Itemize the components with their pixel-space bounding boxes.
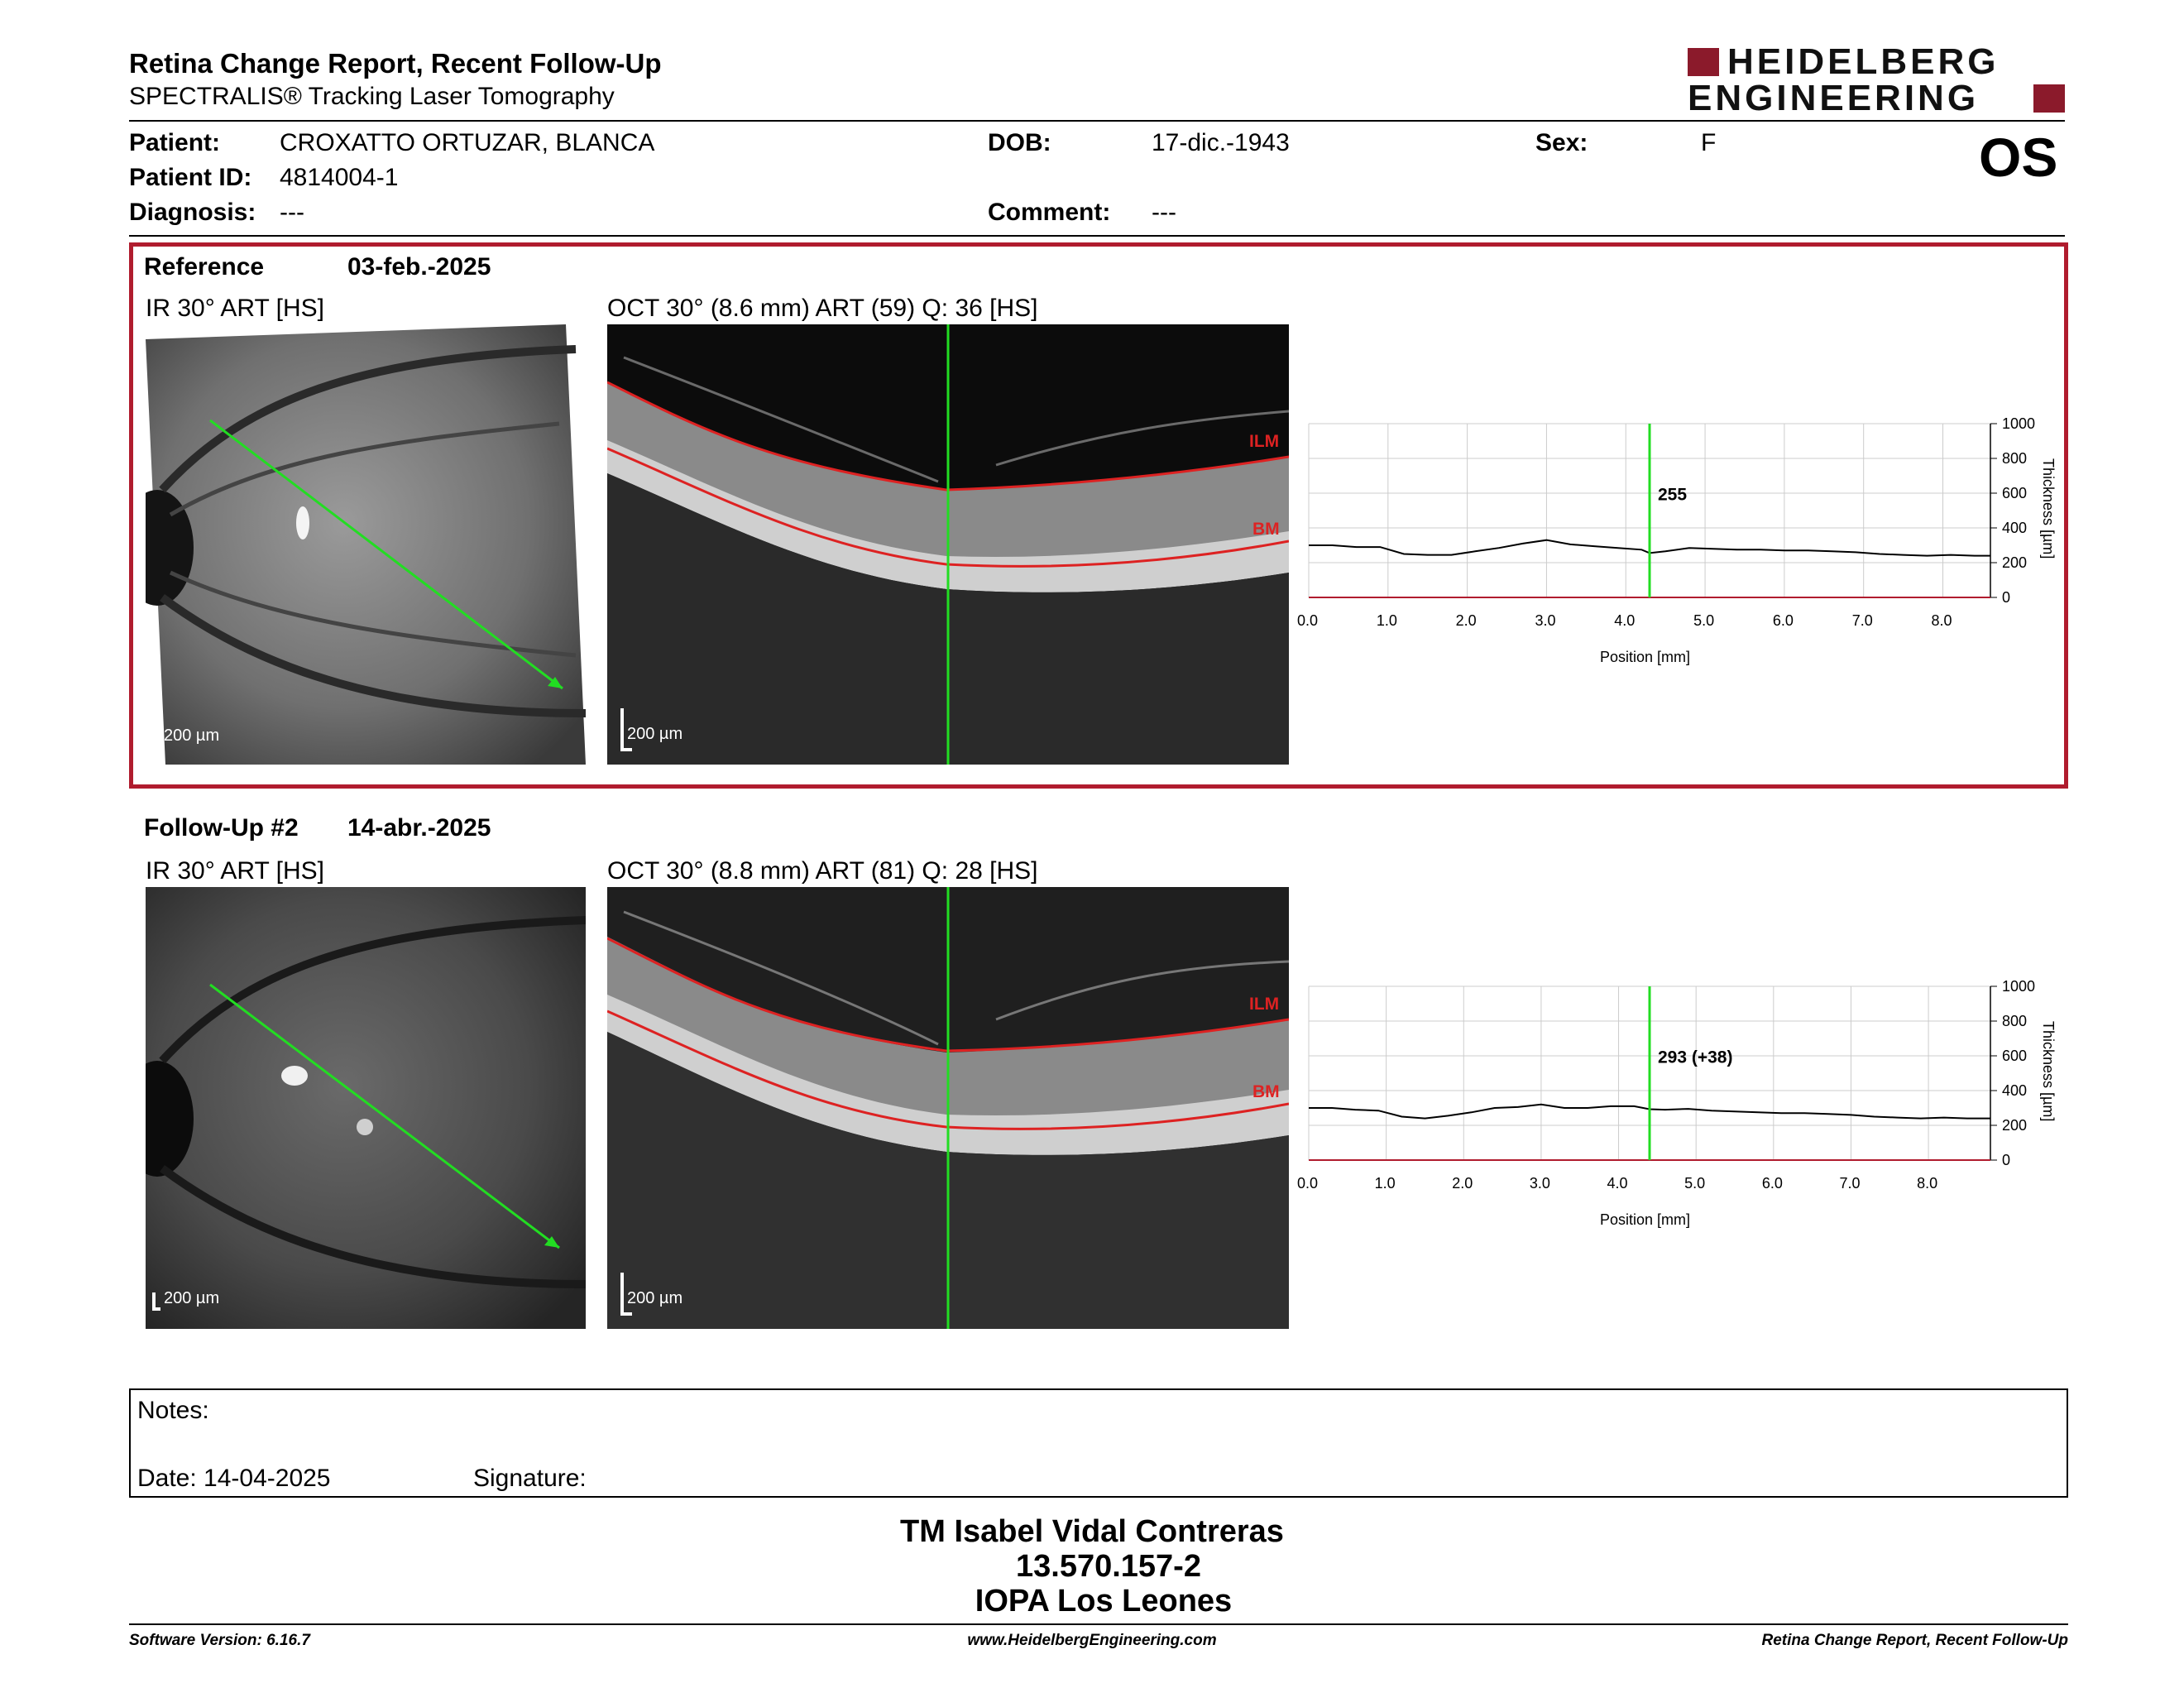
x-axis-label: Position [mm] [1600,1211,1690,1228]
y-tick-label: 800 [2002,450,2027,467]
followup-thickness-chart: 0.0 1.0 2.0 3.0 4.0 5.0 6.0 7.0 8.0 0 200 400 600 800… [1291,968,2085,1241]
x-tick-label: 1.0 [1375,1175,1396,1192]
followup-oct-scale: 200 µm [627,1289,683,1307]
x-tick-label: 8.0 [1932,612,1952,629]
report-subtitle: SPECTRALIS® Tracking Laser Tomography [129,83,615,110]
diagnosis-label: Diagnosis: [129,199,256,226]
logo-line1: HEIDELBERG [1727,41,2000,82]
followup-ir-scale: 200 µm [164,1289,220,1307]
notes-box[interactable]: Notes: Date: 14-04-2025 Signature: [129,1388,2068,1498]
x-tick-label: 3.0 [1535,612,1555,629]
reference-thickness-chart: 0.0 1.0 2.0 3.0 4.0 5.0 6.0 7.0 8.0 0 200 400 600 800… [1291,405,2085,679]
reference-date: 03-feb.-2025 [347,253,491,281]
reference-bm-label: BM [1252,520,1280,539]
sex-label: Sex: [1535,129,1588,156]
signer-place: IOPA Los Leones [975,1584,1233,1618]
x-axis-label: Position [mm] [1600,649,1690,665]
followup-date: 14-abr.-2025 [347,814,491,842]
y-tick-label: 1000 [2002,415,2035,432]
dob-value: 17-dic.-1943 [1152,129,1290,156]
x-tick-label: 4.0 [1614,612,1635,629]
x-tick-label: 6.0 [1762,1175,1783,1192]
footer-divider [129,1623,2068,1625]
header-divider [129,120,2065,122]
x-tick-label: 7.0 [1839,1175,1860,1192]
x-tick-label: 2.0 [1452,1175,1473,1192]
eye-label: OS [1979,127,2058,188]
followup-oct-image: ILM BM 200 µm [607,887,1289,1329]
x-tick-label: 5.0 [1684,1175,1705,1192]
reference-label: Reference [144,253,265,281]
x-tick-label: 8.0 [1917,1175,1937,1192]
reference-oct-image: ILM BM 200 µm [607,324,1289,765]
reference-oct-scale: 200 µm [627,725,683,743]
patient-label: Patient: [129,129,221,156]
comment-label: Comment: [988,199,1111,226]
notes-signature-label: Signature: [473,1465,587,1492]
patient-id: 4814004-1 [280,164,399,191]
followup-oct-title: OCT 30° (8.8 mm) ART (81) Q: 28 [HS] [607,857,1038,885]
followup-ir-image: 200 µm [146,887,586,1329]
footer-website[interactable]: www.HeidelbergEngineering.com [967,1632,1217,1649]
y-tick-label: 600 [2002,485,2027,501]
comment-value: --- [1152,199,1176,226]
y-tick-label: 400 [2002,1082,2027,1099]
y-tick-label: 200 [2002,554,2027,571]
x-tick-label: 2.0 [1456,612,1477,629]
footer-software-version: Software Version: 6.16.7 [129,1632,310,1649]
signer-name: TM Isabel Vidal Contreras [900,1514,1284,1549]
y-tick-label: 200 [2002,1117,2027,1134]
logo-line2: ENGINEERING [1688,78,1980,118]
footer-report-name: Retina Change Report, Recent Follow-Up [1761,1632,2068,1649]
reference-ir-image: 200 µm [146,324,586,765]
y-axis-label: Thickness [µm] [2040,458,2057,559]
y-axis-label: Thickness [µm] [2040,1021,2057,1121]
cursor-value-label: 293 (+38) [1658,1048,1732,1067]
cursor-value-label: 255 [1658,485,1687,504]
x-tick-label: 1.0 [1377,612,1397,629]
x-tick-label: 3.0 [1530,1175,1550,1192]
y-tick-label: 400 [2002,520,2027,536]
reference-oct-title: OCT 30° (8.6 mm) ART (59) Q: 36 [HS] [607,295,1038,322]
followup-ir-title: IR 30° ART [HS] [146,857,324,885]
sex-value: F [1701,129,1717,156]
heidelberg-logo: HEIDELBERG ENGINEERING [1688,41,2068,118]
y-tick-label: 600 [2002,1048,2027,1064]
x-tick-label: 6.0 [1773,612,1794,629]
notes-label: Notes: [137,1397,209,1424]
y-tick-label: 1000 [2002,978,2035,995]
report-title: Retina Change Report, Recent Follow-Up [129,48,662,79]
reference-ir-scale: 200 µm [164,727,220,745]
y-tick-label: 800 [2002,1013,2027,1029]
x-tick-label: 7.0 [1852,612,1873,629]
x-tick-label: 4.0 [1607,1175,1628,1192]
dob-label: DOB: [988,129,1051,156]
reference-ilm-label: ILM [1249,432,1280,451]
x-tick-label: 0.0 [1297,1175,1318,1192]
patient-name: CROXATTO ORTUZAR, BLANCA [280,129,655,156]
y-tick-label: 0 [2002,1152,2010,1168]
diagnosis-value: --- [280,199,304,226]
notes-date: Date: 14-04-2025 [137,1465,331,1492]
reference-frame [129,242,2068,789]
reference-ir-title: IR 30° ART [HS] [146,295,324,322]
followup-ilm-label: ILM [1249,995,1280,1014]
x-tick-label: 0.0 [1297,612,1318,629]
patient-divider [129,235,2065,237]
signer-id: 13.570.157-2 [1016,1549,1201,1584]
x-tick-label: 5.0 [1693,612,1714,629]
patient-id-label: Patient ID: [129,164,252,191]
followup-label: Follow-Up #2 [144,814,299,842]
followup-bm-label: BM [1252,1082,1280,1101]
y-tick-label: 0 [2002,589,2010,606]
